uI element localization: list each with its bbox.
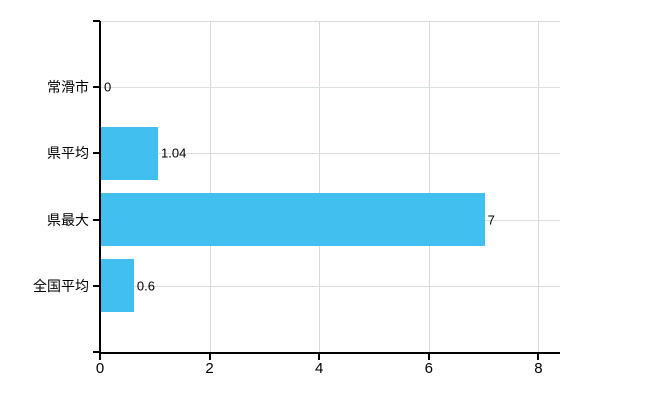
- bar: [101, 126, 158, 180]
- x-axis-line: [99, 352, 560, 354]
- category-label: 県平均: [47, 145, 89, 162]
- x-tick-label: 2: [205, 360, 214, 377]
- gridline-horizontal: [100, 87, 560, 89]
- category-label: 常滑市: [47, 79, 89, 96]
- y-axis-tick: [93, 218, 100, 221]
- gridline-vertical: [209, 21, 211, 352]
- x-axis-tick: [318, 353, 321, 360]
- x-axis-tick: [208, 353, 211, 360]
- plot-area: 0 1.04 7 0.6: [100, 21, 560, 352]
- plot-top-border: [100, 21, 560, 22]
- category-label: 全国平均: [33, 277, 89, 294]
- gridline-vertical: [319, 21, 321, 352]
- x-axis-tick: [427, 353, 430, 360]
- category-label: 県最大: [47, 211, 89, 228]
- bar: [101, 259, 134, 313]
- bar: [101, 193, 485, 247]
- bar-value-label: 1.04: [161, 145, 187, 161]
- x-tick-label: 6: [424, 360, 433, 377]
- x-axis-tick: [99, 353, 101, 360]
- x-tick-label: 0: [95, 360, 105, 377]
- gridline-vertical: [428, 21, 430, 352]
- bar-value-label: 0: [104, 79, 112, 95]
- y-axis-tick: [93, 351, 100, 353]
- gridline-horizontal: [100, 285, 560, 287]
- y-axis-tick: [93, 152, 100, 155]
- x-axis-tick: [537, 353, 540, 360]
- y-axis-tick: [93, 284, 100, 287]
- bar-value-label: 0.6: [136, 278, 155, 294]
- bar-value-label: 7: [487, 212, 495, 228]
- y-axis-tick: [93, 86, 100, 89]
- x-tick-label: 8: [534, 360, 543, 377]
- gridline-horizontal: [100, 153, 560, 155]
- y-axis-line: [99, 21, 101, 353]
- x-tick-label: 4: [315, 360, 324, 377]
- y-axis-tick: [93, 20, 100, 22]
- gridline-vertical: [538, 21, 540, 352]
